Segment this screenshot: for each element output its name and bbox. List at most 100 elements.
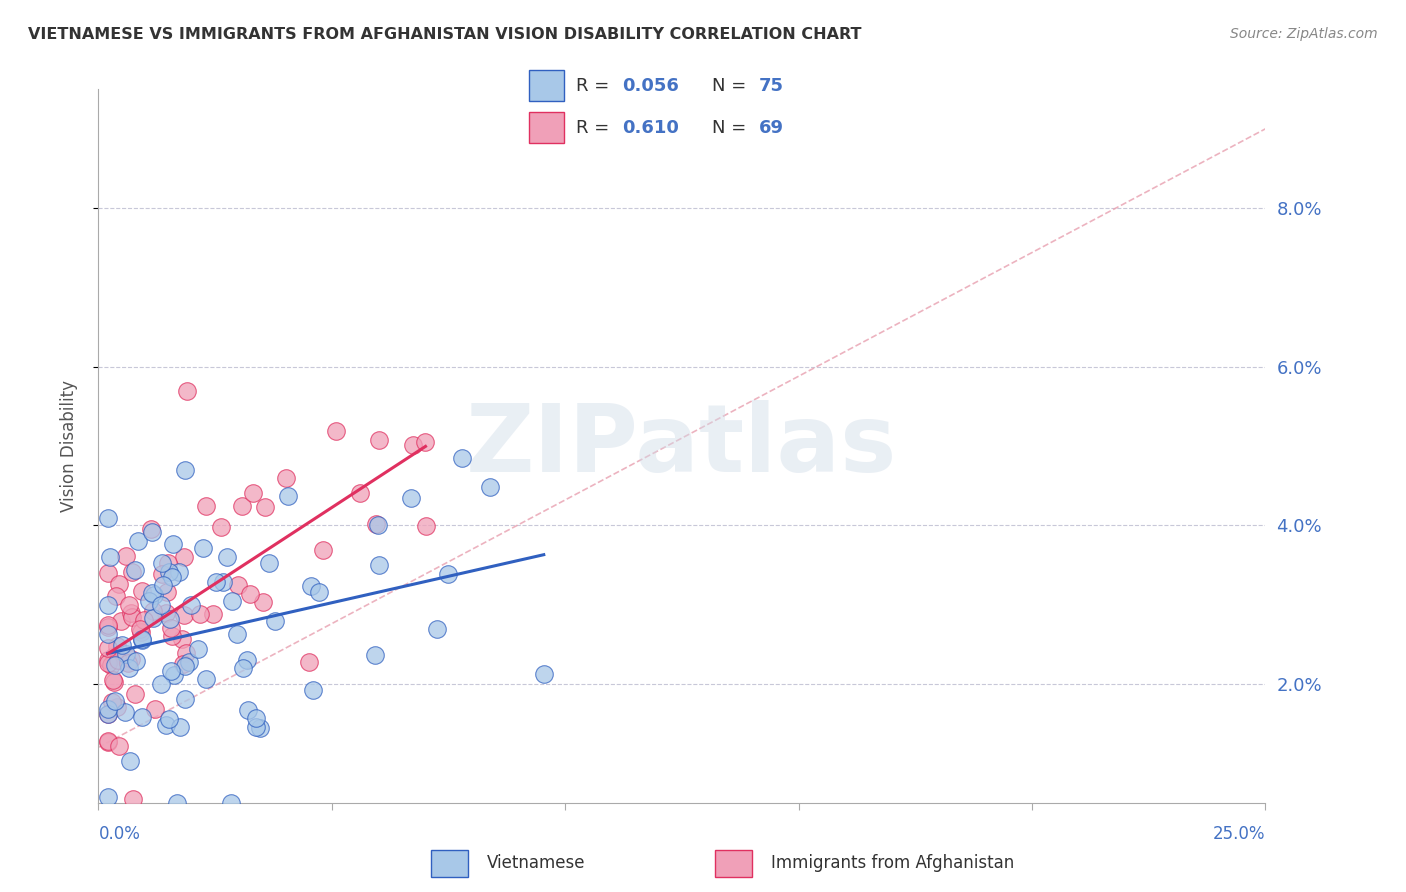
Point [98,549,121,564]
Point [97,707,120,722]
Point [245,711,267,725]
Y-axis label: Vision Disability: Vision Disability [59,380,77,512]
Point [402,438,425,452]
Point [209,520,232,534]
Point [100,657,122,672]
Point [105,699,128,714]
Point [103,675,125,690]
Point [131,584,153,599]
Point [141,524,163,539]
Point [97,707,120,722]
Point [104,657,127,672]
Point [97,653,120,667]
Point [114,705,136,719]
Point [257,556,280,570]
Point [413,434,436,449]
Point [138,594,160,608]
Point [415,519,437,533]
Point [107,739,129,753]
Point [249,721,271,735]
Point [149,599,172,613]
Point [180,599,202,613]
Point [325,424,347,438]
Point [143,702,166,716]
Point [172,657,194,671]
Point [160,621,183,635]
Point [97,789,120,804]
Point [367,558,389,572]
Point [118,598,141,612]
Point [226,626,249,640]
Text: R =: R = [576,119,614,136]
Point [202,607,225,621]
Point [97,510,120,524]
Point [174,659,197,673]
Bar [530,112,564,143]
Text: 25.0%: 25.0% [1213,825,1265,843]
Point [152,577,174,591]
Point [239,587,262,601]
Point [238,703,260,717]
Point [364,648,387,663]
Point [143,588,166,602]
Point [235,653,257,667]
Point [129,625,152,640]
Point [97,627,120,641]
Point [97,618,120,632]
Point [103,649,125,664]
Point [97,566,120,580]
Point [122,792,145,806]
Text: ZIPatlas: ZIPatlas [467,400,897,492]
Point [217,549,239,564]
Point [399,491,422,505]
Text: 75: 75 [758,77,783,95]
Text: Immigrants from Afghanistan: Immigrants from Afghanistan [770,854,1014,872]
Text: 0.610: 0.610 [623,119,679,136]
Point [124,687,146,701]
Point [426,622,449,636]
Point [212,574,235,589]
Point [162,536,184,550]
Text: Source: ZipAtlas.com: Source: ZipAtlas.com [1230,27,1378,41]
Point [450,451,472,466]
Point [177,655,200,669]
Point [110,614,132,628]
Point [127,534,149,549]
Point [252,594,274,608]
Point [205,574,228,589]
Point [108,576,131,591]
Text: Vietnamese: Vietnamese [486,854,585,872]
Point [169,566,191,580]
Point [157,566,180,580]
Point [160,570,183,584]
Point [187,641,209,656]
Point [124,563,146,577]
Point [118,754,141,768]
Point [115,647,138,661]
Point [173,608,195,623]
Point [152,556,174,570]
Point [173,692,195,706]
Point [174,463,197,477]
Point [277,489,299,503]
Point [195,499,218,513]
Point [308,585,330,599]
Point [131,710,153,724]
Point [120,606,142,620]
Point [174,646,197,660]
Point [221,593,243,607]
Point [107,652,129,666]
Point [367,517,389,532]
Text: 0.056: 0.056 [623,77,679,95]
Point [254,500,277,514]
Point [159,612,181,626]
Point [219,796,242,810]
Point [242,486,264,500]
Point [118,660,141,674]
Point [155,606,177,620]
Point [156,557,179,571]
Point [134,613,156,627]
Point [231,500,253,514]
Point [173,550,195,565]
Point [311,543,333,558]
